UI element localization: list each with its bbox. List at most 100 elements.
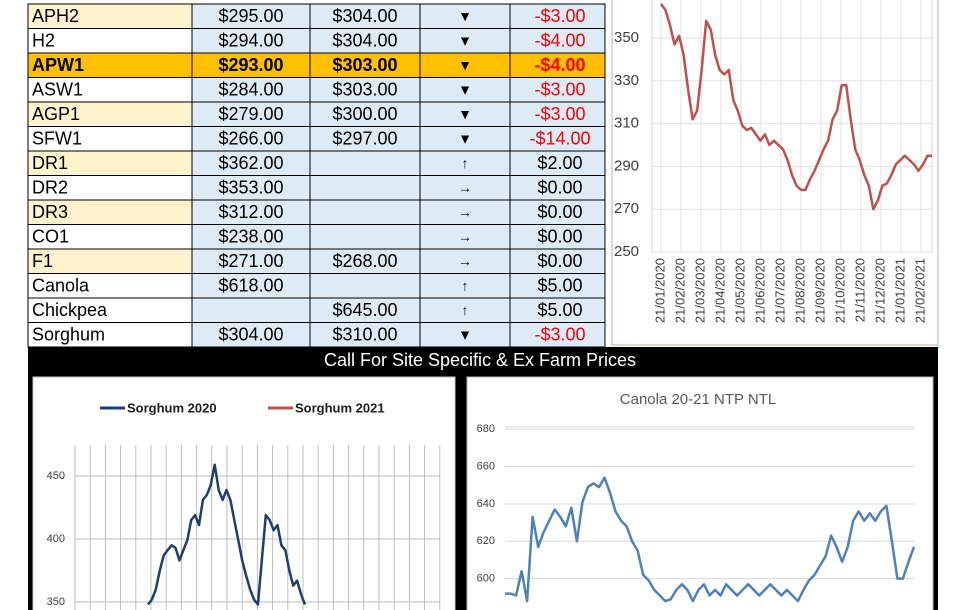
x-tick-label: 21/02/2020 [672,258,687,323]
price: ▼ [458,81,472,97]
table-cell [309,3,421,29]
table-cell [419,77,511,103]
plot-area [651,0,933,253]
price: $284.00 [218,80,283,100]
price: ↑ [462,155,469,171]
table-cell [419,175,511,201]
x-tick-label: 21/12/2020 [872,258,887,323]
price: $268.00 [332,251,397,271]
x-tick-label: 21/08/2020 [792,258,807,323]
x-tick-label: 21/02/2021 [912,258,927,323]
table-cell [309,126,421,152]
table-cell [191,297,311,323]
table-cell [509,224,606,250]
price: ▼ [458,326,472,342]
y-tick-label: 370 [614,0,639,3]
x-tick-label: 21/04/2020 [712,258,727,323]
grade-name: F1 [32,251,53,271]
price: $5.00 [537,276,582,296]
table-cell [191,322,311,348]
price: $304.00 [332,6,397,26]
price: $294.00 [218,31,283,51]
price: -$3.00 [534,6,585,26]
table-cell [191,77,311,103]
price: -$3.00 [534,80,585,100]
table-cell [419,224,511,250]
price: $304.00 [332,31,397,51]
table-cell [27,28,193,54]
y-tick-label: 640 [477,498,495,510]
table-cell [27,101,193,127]
table-cell [309,150,421,176]
table-cell [27,322,193,348]
chart-panel [466,376,934,610]
x-tick-label: 21/07/2020 [772,258,787,323]
price: $362.00 [218,153,283,173]
y-tick-label: 250 [614,243,639,260]
x-tick-label: 21/03/2020 [692,258,707,323]
table-cell [509,273,606,299]
chart-title: Canola 20-21 NTP NTL [620,391,776,408]
price: $312.00 [218,202,283,222]
price: $295.00 [218,6,283,26]
price: $2.00 [537,153,582,173]
table-cell [191,273,311,299]
grade-name: DR2 [32,178,68,198]
table-cell [509,322,606,348]
price: ▼ [458,8,472,24]
table-cell [419,52,511,78]
table-cell [309,52,421,78]
grade-name: APH2 [32,6,79,26]
grade-name: SFW1 [32,129,82,149]
price: $271.00 [218,251,283,271]
price: $618.00 [218,276,283,296]
table-cell [509,28,606,54]
price: $0.00 [537,178,582,198]
table-cell [509,52,606,78]
price: -$14.00 [529,129,590,149]
y-tick-label: 270 [614,200,639,217]
price: ↑ [462,277,469,293]
price: $304.00 [218,325,283,345]
price: $0.00 [537,227,582,247]
grade-name: ASW1 [32,80,83,100]
y-tick-label: 350 [47,596,65,608]
legend-label: Sorghum 2021 [295,400,385,415]
data-line [147,463,307,606]
grade-name: Chickpea [32,300,108,320]
table-cell [509,297,606,323]
y-tick-label: 450 [47,470,65,482]
grade-name: CO1 [32,227,69,247]
y-tick-label: 310 [614,115,639,132]
price: ↑ [462,302,469,318]
x-tick-label: 21/10/2020 [832,258,847,323]
x-tick-label: 21/09/2020 [812,258,827,323]
table-cell [419,150,511,176]
y-tick-label: 290 [614,157,639,174]
y-tick-label: 400 [47,533,65,545]
grade-name: H2 [32,31,55,51]
y-tick-label: 350 [614,29,639,46]
price: → [458,179,472,195]
grade-name: DR3 [32,202,68,222]
table-cell [509,248,606,274]
price: ▼ [458,57,472,73]
table-cell [509,126,606,152]
price: -$4.00 [534,31,585,51]
table-cell [419,199,511,225]
table-cell [191,3,311,29]
x-tick-label: 21/11/2020 [852,258,867,322]
grade-name: DR1 [32,153,68,173]
y-tick-label: 680 [477,423,495,435]
table-cell [191,150,311,176]
price: $0.00 [537,202,582,222]
price: ▼ [458,106,472,122]
y-tick-label: 600 [477,573,495,585]
table-cell [27,199,193,225]
y-tick-label: 330 [614,72,639,89]
table-cell [27,77,193,103]
table-cell [309,224,421,250]
table-cell [191,175,311,201]
table-cell [309,322,421,348]
